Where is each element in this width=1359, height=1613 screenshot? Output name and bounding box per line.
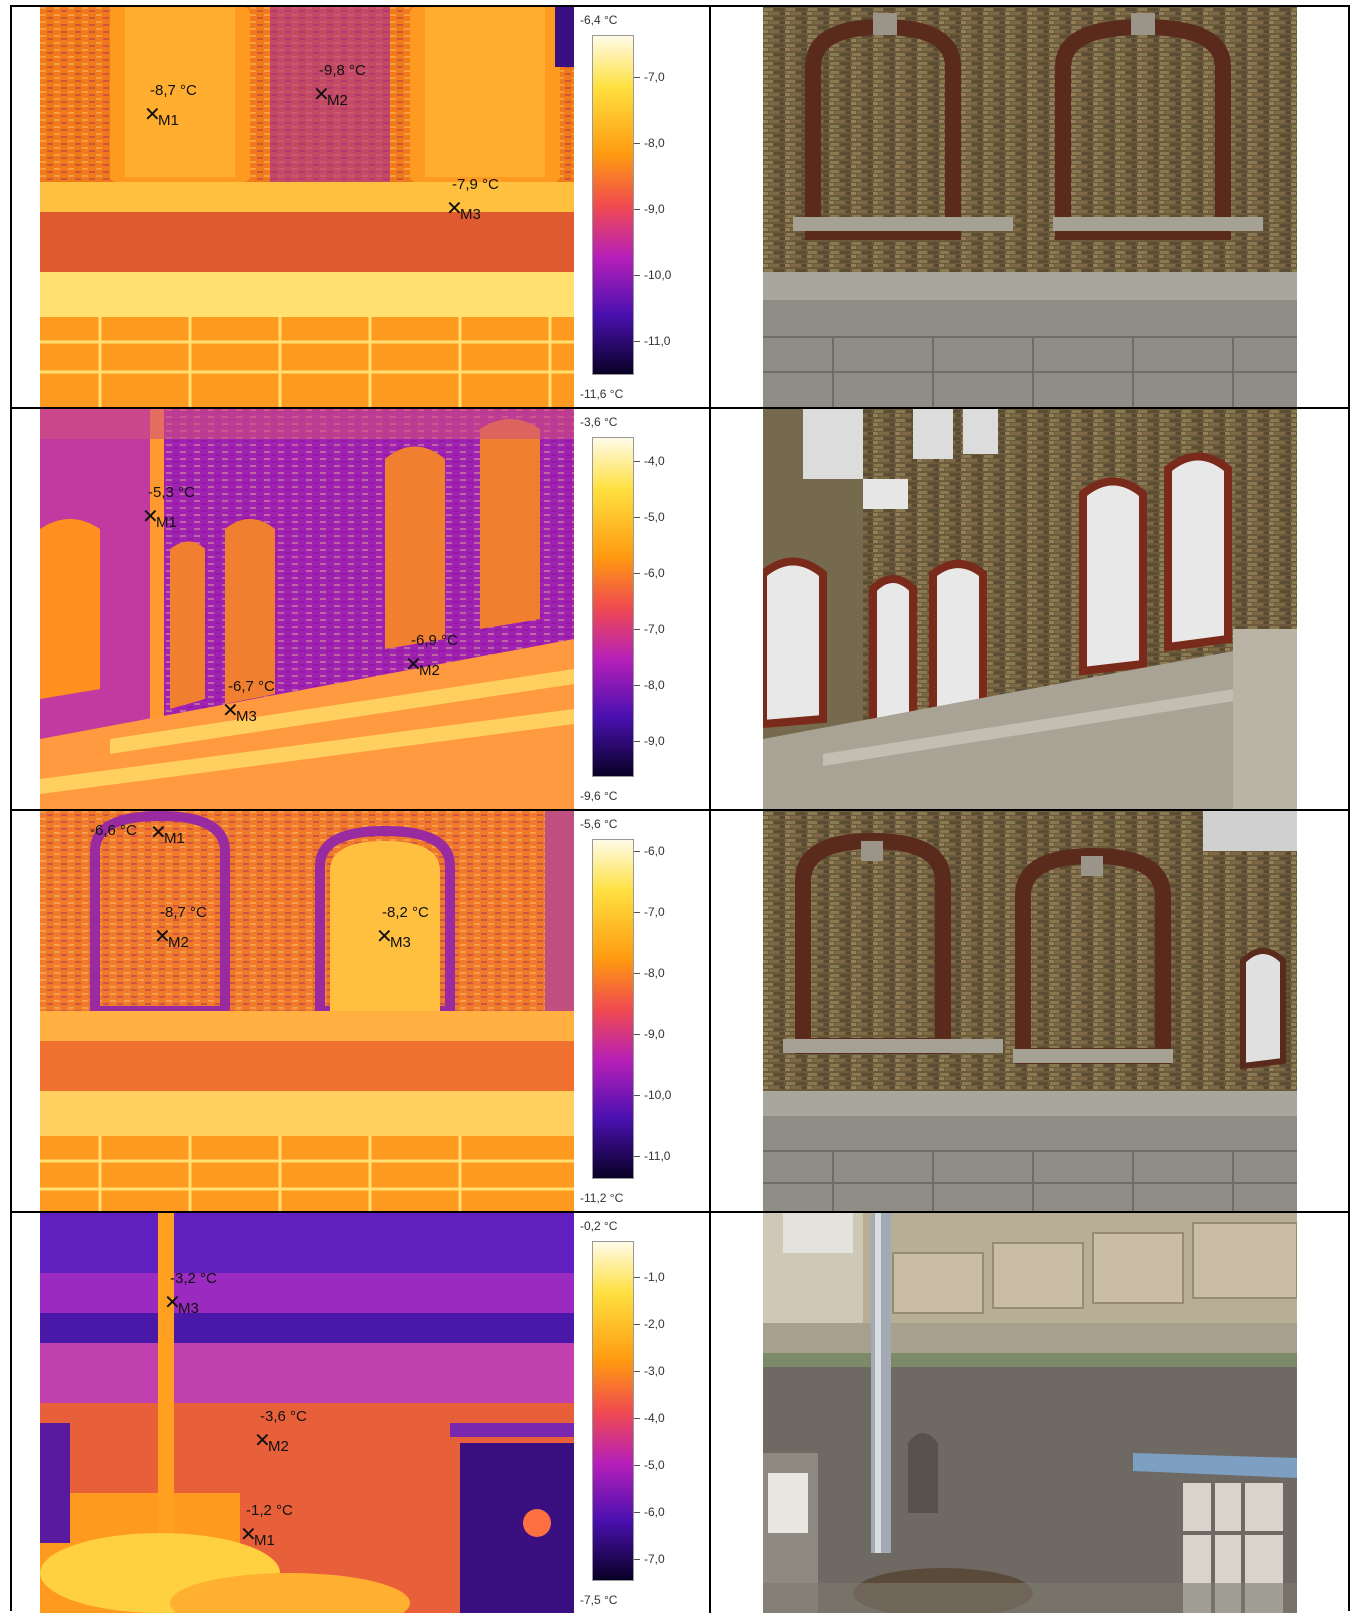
scale-tick: -10,0 bbox=[634, 1088, 671, 1102]
scale-tick: -6,0 bbox=[634, 1505, 665, 1519]
marker-m3: ✕ -6,7 °C M3 bbox=[222, 678, 275, 725]
scale-min: -11,6 °C bbox=[580, 387, 624, 401]
marker-m1: ✕ -5,3 °C M1 bbox=[142, 484, 195, 531]
scale-tick: -3,0 bbox=[634, 1364, 665, 1378]
temperature-scale: -6,4 °C -7,0 -8,0 -9,0 -10,0 -11,0 -11,6… bbox=[578, 7, 708, 407]
marker-m1: ✕ -8,7 °C M1 bbox=[144, 82, 197, 129]
scale-tick: -7,0 bbox=[634, 622, 665, 636]
scale-tick: -9,0 bbox=[634, 1027, 665, 1041]
crosshair-icon: ✕ bbox=[254, 1430, 271, 1452]
crosshair-icon: ✕ bbox=[164, 1292, 181, 1314]
crosshair-icon: ✕ bbox=[405, 654, 422, 676]
scale-tick: -11,0 bbox=[634, 1149, 670, 1163]
scale-tick: -7,0 bbox=[634, 905, 665, 919]
scale-tick: -1,0 bbox=[634, 1270, 665, 1284]
scale-min: -9,6 °C bbox=[580, 789, 618, 803]
temperature-scale: -3,6 °C -4,0 -5,0 -6,0 -7,0 -8,0 -9,0 -9… bbox=[578, 409, 708, 809]
scale-tick: -8,0 bbox=[634, 966, 665, 980]
marker-m1: ✕ -6,6 °C M1 bbox=[90, 822, 185, 847]
marker-m3: ✕ -8,2 °C M3 bbox=[376, 904, 429, 951]
scale-tick: -11,0 bbox=[634, 334, 670, 348]
scale-tick: -5,0 bbox=[634, 1458, 665, 1472]
marker-m3: ✕ -3,2 °C M3 bbox=[164, 1270, 217, 1317]
scale-tick: -5,0 bbox=[634, 510, 665, 524]
thermal-image: ✕ -6,6 °C M1 ✕ -8,7 °C M2 ✕ -8,2 °C M3 bbox=[40, 811, 574, 1211]
marker-m2: ✕ -6,9 °C M2 bbox=[405, 632, 458, 679]
scale-tick: -2,0 bbox=[634, 1317, 665, 1331]
visible-photo bbox=[763, 409, 1297, 809]
scale-tick: -8,0 bbox=[634, 136, 665, 150]
table-row: ✕ -3,2 °C M3 ✕ -3,6 °C M2 ✕ -1,2 °C M1 -… bbox=[12, 1213, 1348, 1613]
crosshair-icon: ✕ bbox=[154, 926, 171, 948]
thermal-image: ✕ -8,7 °C M1 ✕ -9,8 °C M2 ✕ -7,9 °C M3 bbox=[40, 7, 574, 407]
scale-tick: -8,0 bbox=[634, 678, 665, 692]
scale-tick: -6,0 bbox=[634, 566, 665, 580]
scale-max: -3,6 °C bbox=[580, 415, 618, 429]
visible-photo bbox=[763, 1213, 1297, 1613]
table-row: ✕ -6,6 °C M1 ✕ -8,7 °C M2 ✕ -8,2 °C M3 -… bbox=[12, 811, 1348, 1213]
scale-min: -11,2 °C bbox=[580, 1191, 624, 1205]
marker-m3: ✕ -7,9 °C M3 bbox=[446, 176, 499, 223]
scale-min: -7,5 °C bbox=[580, 1593, 618, 1607]
crosshair-icon: ✕ bbox=[144, 104, 161, 126]
scale-tick: -9,0 bbox=[634, 202, 665, 216]
scale-tick: -4,0 bbox=[634, 454, 665, 468]
thermal-comparison-table: ✕ -8,7 °C M1 ✕ -9,8 °C M2 ✕ -7,9 °C M3 -… bbox=[10, 5, 1350, 1613]
scale-tick: -4,0 bbox=[634, 1411, 665, 1425]
temperature-scale: -0,2 °C -1,0 -2,0 -3,0 -4,0 -5,0 -6,0 -7… bbox=[578, 1213, 708, 1613]
marker-m1: ✕ -1,2 °C M1 bbox=[240, 1502, 293, 1549]
scale-tick: -9,0 bbox=[634, 734, 665, 748]
crosshair-icon: ✕ bbox=[313, 84, 330, 106]
thermal-image: ✕ -5,3 °C M1 ✕ -6,9 °C M2 ✕ -6,7 °C M3 bbox=[40, 409, 574, 809]
scale-tick: -7,0 bbox=[634, 70, 665, 84]
marker-m2: ✕ -3,6 °C M2 bbox=[254, 1408, 307, 1455]
scale-tick: -7,0 bbox=[634, 1552, 665, 1566]
table-row: ✕ -8,7 °C M1 ✕ -9,8 °C M2 ✕ -7,9 °C M3 -… bbox=[12, 7, 1348, 409]
scale-max: -0,2 °C bbox=[580, 1219, 618, 1233]
scale-tick: -10,0 bbox=[634, 268, 671, 282]
scale-tick: -6,0 bbox=[634, 844, 665, 858]
crosshair-icon: ✕ bbox=[376, 926, 393, 948]
temperature-scale: -5,6 °C -6,0 -7,0 -8,0 -9,0 -10,0 -11,0 … bbox=[578, 811, 708, 1211]
visible-photo bbox=[763, 811, 1297, 1211]
thermal-image: ✕ -3,2 °C M3 ✕ -3,6 °C M2 ✕ -1,2 °C M1 bbox=[40, 1213, 574, 1613]
visible-photo bbox=[763, 7, 1297, 407]
scale-max: -5,6 °C bbox=[580, 817, 618, 831]
crosshair-icon: ✕ bbox=[446, 198, 463, 220]
marker-m2: ✕ -8,7 °C M2 bbox=[154, 904, 207, 951]
crosshair-icon: ✕ bbox=[150, 822, 167, 844]
marker-m2: ✕ -9,8 °C M2 bbox=[313, 62, 366, 109]
scale-max: -6,4 °C bbox=[580, 13, 618, 27]
crosshair-icon: ✕ bbox=[222, 700, 239, 722]
crosshair-icon: ✕ bbox=[240, 1524, 257, 1546]
crosshair-icon: ✕ bbox=[142, 506, 159, 528]
table-row: ✕ -5,3 °C M1 ✕ -6,9 °C M2 ✕ -6,7 °C M3 -… bbox=[12, 409, 1348, 811]
